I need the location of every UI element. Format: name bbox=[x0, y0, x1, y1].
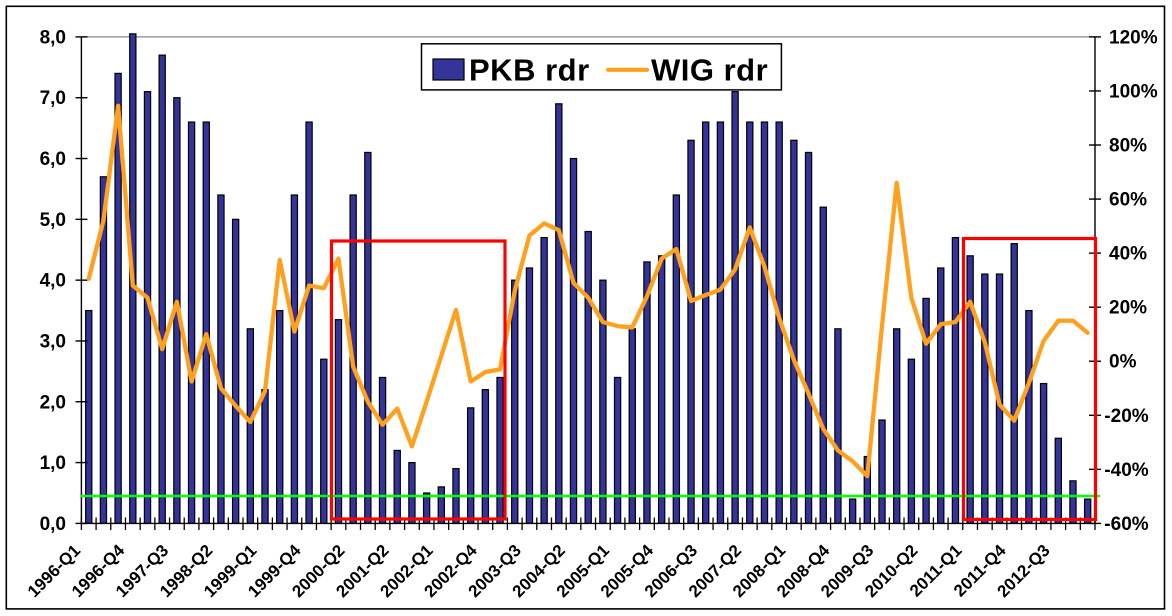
svg-text:60%: 60% bbox=[1109, 190, 1147, 211]
svg-text:40%: 40% bbox=[1109, 244, 1147, 265]
svg-text:-60%: -60% bbox=[1104, 514, 1148, 535]
svg-text:20%: 20% bbox=[1109, 298, 1147, 319]
svg-text:8,0: 8,0 bbox=[40, 27, 66, 48]
svg-text:5,0: 5,0 bbox=[40, 210, 66, 231]
svg-text:-20%: -20% bbox=[1104, 406, 1148, 427]
svg-text:80%: 80% bbox=[1109, 136, 1147, 157]
svg-text:PKB rdr: PKB rdr bbox=[469, 53, 590, 88]
svg-text:6,0: 6,0 bbox=[40, 149, 66, 170]
svg-text:1,0: 1,0 bbox=[40, 453, 66, 474]
svg-text:4,0: 4,0 bbox=[40, 271, 66, 292]
svg-text:WIG rdr: WIG rdr bbox=[651, 53, 768, 88]
svg-text:0,0: 0,0 bbox=[40, 514, 66, 535]
svg-text:2,0: 2,0 bbox=[40, 392, 66, 413]
svg-text:0%: 0% bbox=[1109, 352, 1137, 373]
svg-text:7,0: 7,0 bbox=[40, 88, 66, 109]
svg-text:3,0: 3,0 bbox=[40, 331, 66, 352]
svg-text:-40%: -40% bbox=[1104, 460, 1148, 481]
svg-text:120%: 120% bbox=[1109, 27, 1158, 48]
svg-text:100%: 100% bbox=[1109, 81, 1158, 102]
